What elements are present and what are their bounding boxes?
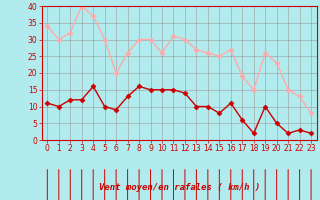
Text: Vent moyen/en rafales ( km/h ): Vent moyen/en rafales ( km/h ) bbox=[99, 183, 260, 192]
